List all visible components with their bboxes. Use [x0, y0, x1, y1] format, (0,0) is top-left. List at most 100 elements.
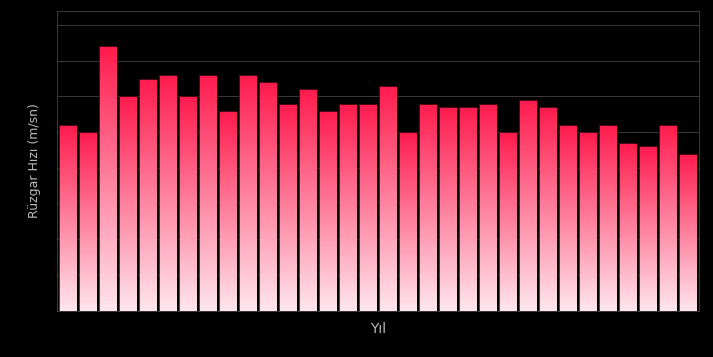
Bar: [679, 195, 697, 197]
Bar: [458, 209, 477, 211]
Bar: [259, 119, 277, 122]
Bar: [619, 231, 637, 233]
Bar: [219, 131, 237, 133]
Bar: [279, 251, 297, 253]
Bar: [359, 114, 377, 116]
Bar: [538, 178, 557, 181]
Bar: [299, 181, 317, 183]
Bar: [239, 175, 257, 178]
Bar: [99, 218, 117, 221]
Bar: [639, 167, 657, 169]
Bar: [578, 280, 597, 282]
Bar: [359, 181, 377, 184]
Bar: [99, 56, 117, 60]
Bar: [478, 256, 497, 259]
Bar: [379, 263, 397, 266]
Bar: [599, 190, 617, 192]
Bar: [59, 139, 77, 141]
Bar: [99, 178, 117, 182]
Bar: [199, 249, 217, 252]
Bar: [639, 294, 657, 296]
Bar: [339, 248, 357, 251]
Bar: [219, 293, 237, 296]
Bar: [478, 300, 497, 303]
Bar: [239, 252, 257, 255]
Bar: [498, 132, 517, 134]
Bar: [659, 306, 677, 308]
Bar: [359, 106, 377, 109]
Bar: [679, 207, 697, 208]
Bar: [79, 212, 97, 215]
Bar: [79, 237, 97, 239]
Bar: [179, 278, 198, 281]
Bar: [359, 174, 377, 176]
Bar: [679, 303, 697, 305]
Bar: [518, 134, 537, 137]
Bar: [538, 163, 557, 166]
Bar: [339, 197, 357, 199]
Bar: [419, 248, 437, 251]
Bar: [219, 156, 237, 158]
Bar: [199, 93, 217, 96]
Bar: [299, 206, 317, 208]
Bar: [99, 162, 117, 165]
Bar: [599, 195, 617, 197]
Bar: [99, 122, 117, 126]
Bar: [119, 147, 137, 150]
Bar: [279, 155, 297, 158]
Bar: [139, 119, 157, 122]
Bar: [458, 227, 477, 229]
Bar: [558, 241, 577, 243]
Bar: [239, 134, 257, 137]
Bar: [639, 278, 657, 280]
Bar: [319, 138, 337, 141]
Bar: [438, 285, 457, 288]
Bar: [239, 202, 257, 205]
Bar: [139, 183, 157, 186]
Bar: [79, 170, 97, 172]
Bar: [538, 285, 557, 288]
Bar: [399, 255, 417, 257]
Bar: [359, 119, 377, 122]
Bar: [379, 285, 397, 288]
Bar: [558, 137, 577, 139]
Bar: [319, 256, 337, 258]
Bar: [578, 172, 597, 175]
Bar: [299, 236, 317, 239]
Bar: [339, 135, 357, 137]
Bar: [639, 187, 657, 190]
Bar: [458, 295, 477, 298]
Bar: [179, 297, 198, 300]
Bar: [419, 253, 437, 256]
Bar: [279, 241, 297, 243]
Bar: [438, 216, 457, 219]
Bar: [599, 165, 617, 167]
Bar: [518, 229, 537, 232]
Bar: [339, 166, 357, 168]
Bar: [538, 308, 557, 311]
Bar: [299, 89, 317, 311]
Bar: [578, 197, 597, 199]
Bar: [339, 192, 357, 194]
Bar: [79, 152, 97, 155]
Bar: [139, 302, 157, 305]
Bar: [199, 222, 217, 225]
Bar: [279, 114, 297, 116]
Bar: [419, 282, 437, 285]
Bar: [219, 216, 237, 218]
Bar: [399, 155, 417, 157]
Bar: [139, 285, 157, 287]
Bar: [99, 258, 117, 261]
Bar: [279, 272, 297, 274]
Bar: [498, 275, 517, 277]
Bar: [199, 228, 217, 231]
Bar: [659, 232, 677, 234]
Bar: [119, 96, 137, 311]
Bar: [239, 213, 257, 216]
Bar: [419, 246, 437, 248]
Bar: [538, 186, 557, 188]
Bar: [639, 263, 657, 266]
Bar: [259, 85, 277, 88]
Bar: [639, 226, 657, 228]
Bar: [219, 286, 237, 288]
